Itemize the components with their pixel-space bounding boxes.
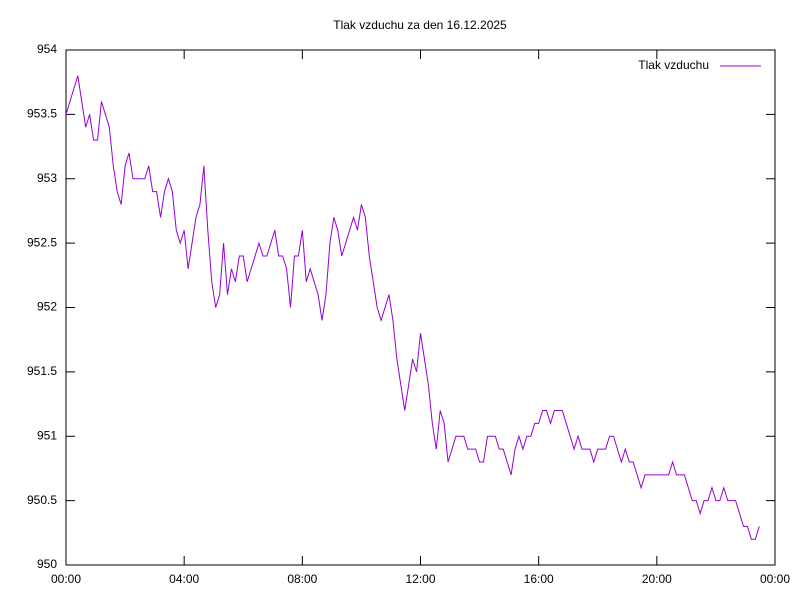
y-tick-label: 953.5	[27, 107, 57, 121]
y-tick-label: 951	[37, 428, 57, 442]
x-tick-label: 00:00	[51, 572, 81, 586]
x-tick-label: 12:00	[405, 572, 435, 586]
y-tick-label: 950	[37, 557, 57, 571]
y-tick-label: 950.5	[27, 493, 57, 507]
y-tick-label: 952	[37, 300, 57, 314]
legend-label: Tlak vzduchu	[638, 58, 709, 72]
y-tick-label: 954	[37, 42, 57, 56]
y-tick-label: 951.5	[27, 364, 57, 378]
y-tick-label: 952.5	[27, 235, 57, 249]
x-tick-label: 20:00	[642, 572, 672, 586]
x-tick-label: 00:00	[760, 572, 790, 586]
x-tick-label: 04:00	[169, 572, 199, 586]
chart-title: Tlak vzduchu za den 16.12.2025	[333, 18, 507, 32]
data-line	[65, 75, 760, 540]
x-tick-label: 16:00	[524, 572, 554, 586]
x-tick-label: 08:00	[287, 572, 317, 586]
y-tick-label: 953	[37, 171, 57, 185]
